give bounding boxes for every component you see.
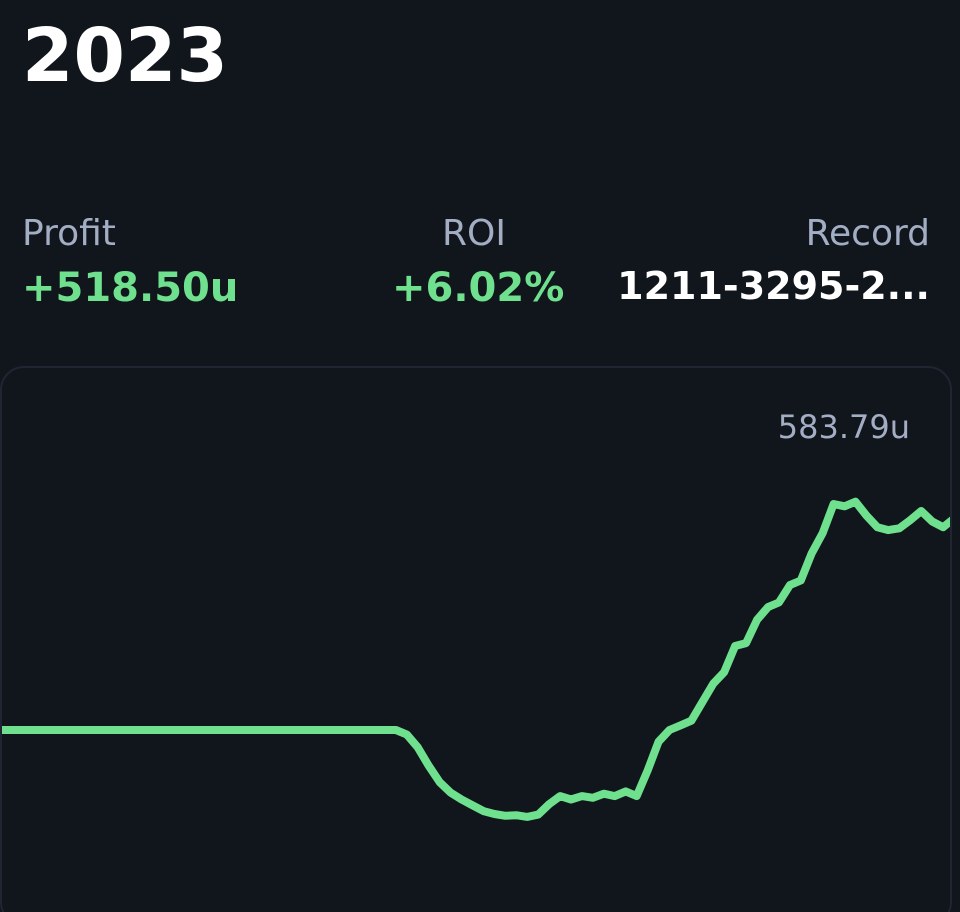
roi-value: +6.02% <box>392 265 565 311</box>
year-title: 2023 <box>22 13 228 99</box>
record-label: Record <box>805 213 930 254</box>
record-value: 1211-3295-2... <box>617 264 930 308</box>
profit-chart-card[interactable]: 583.79u <box>0 366 952 912</box>
profit-series-line <box>2 497 950 821</box>
roi-label: ROI <box>442 213 506 254</box>
profit-chart <box>2 497 950 821</box>
profit-label: Profit <box>22 213 116 254</box>
profit-value: +518.50u <box>22 265 239 311</box>
peak-value-label: 583.79u <box>777 408 910 446</box>
